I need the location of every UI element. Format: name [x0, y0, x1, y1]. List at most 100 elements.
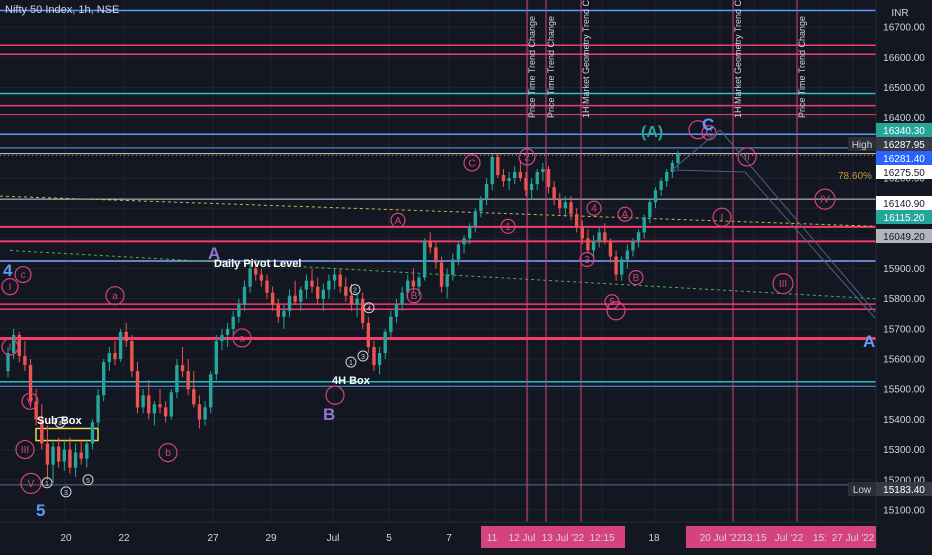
wave-label: I	[9, 282, 12, 293]
price-tag	[876, 151, 932, 165]
sub-wave-label: 1	[349, 360, 353, 367]
candle-body	[254, 268, 258, 275]
price-tick-label: 15800.00	[883, 294, 925, 305]
candle-body	[377, 353, 382, 366]
wave-4-label: 4	[3, 261, 13, 280]
candle-body	[17, 334, 21, 357]
price-tag-label-bg	[848, 482, 876, 496]
price-tag-value: 16287.95	[883, 140, 925, 151]
price-tick-label: 15900.00	[883, 264, 925, 275]
candle-body	[293, 295, 297, 302]
price-tick-label: 16500.00	[883, 83, 925, 94]
candle-body	[496, 156, 500, 176]
price-tag-value: 15183.40	[883, 485, 925, 496]
time-tick-label: 20 Jul '22	[700, 533, 743, 544]
candle-body	[648, 202, 652, 218]
time-tick-label: 12 Jul	[509, 533, 536, 544]
sub-wave-circle	[345, 356, 357, 368]
price-tag	[876, 210, 932, 224]
wave-label: A	[395, 216, 402, 227]
candle-body	[484, 184, 489, 200]
candle-body	[40, 419, 44, 444]
price-axis-background	[876, 0, 932, 550]
candle-body	[242, 286, 247, 305]
candle-body	[304, 280, 309, 290]
time-marker-label: Price Time Trend Change	[527, 16, 537, 118]
price-tag	[876, 196, 932, 210]
price-tag-value: 16281.40	[883, 154, 925, 165]
wave-circle	[14, 265, 32, 284]
candle-body	[231, 316, 235, 329]
candle-body	[603, 232, 607, 242]
wave-A-right-label: A	[863, 332, 875, 351]
candle-body	[580, 226, 584, 239]
currency-label: INR	[891, 8, 908, 19]
candle-body	[118, 331, 123, 360]
price-tick-label: 15300.00	[883, 445, 925, 456]
candle-body	[670, 162, 675, 172]
candle-body	[406, 280, 410, 293]
price-tag-value: 16340.30	[883, 126, 925, 137]
candle-body	[597, 232, 601, 242]
projection-line	[671, 129, 876, 313]
price-tag-value: 16115.20	[884, 213, 925, 224]
time-tick-label: 5	[386, 533, 392, 544]
wave-label: C	[705, 128, 712, 139]
price-tag	[876, 137, 932, 151]
candle-body	[270, 292, 275, 305]
fib-label: 78.60%	[838, 171, 872, 182]
time-tick-label: 22	[118, 533, 130, 544]
wave-circle	[712, 207, 732, 227]
candle-body	[327, 280, 331, 290]
candle-body	[96, 395, 100, 423]
price-tag-value: 16140.90	[883, 199, 925, 210]
candle-body	[321, 289, 325, 299]
sub-wave-label: 4	[367, 306, 371, 313]
wave-B-label: B	[323, 405, 335, 424]
candle-body	[51, 446, 55, 465]
price-tag-label: Low	[853, 485, 872, 496]
candle-body	[659, 181, 663, 191]
candle-body	[546, 168, 551, 188]
time-marker-label: Price Time Trend Change	[546, 16, 556, 118]
candle-body	[248, 268, 252, 287]
price-tick-label: 15400.00	[883, 415, 925, 426]
candle-body	[507, 178, 511, 182]
candle-body	[383, 331, 387, 354]
wave-C-label: C	[702, 115, 714, 134]
sub-wave-label: 4	[58, 420, 62, 427]
candle-body	[186, 371, 190, 390]
candle-body	[225, 328, 230, 335]
price-tick-label: 16600.00	[883, 53, 925, 64]
sub-wave-circle	[363, 302, 375, 314]
candle-body	[518, 171, 523, 179]
candle-body	[102, 362, 106, 396]
wave-label: B	[633, 273, 640, 284]
candle-body	[434, 247, 438, 263]
candle-body	[355, 298, 359, 305]
candle-body	[23, 356, 27, 366]
candle-body	[338, 274, 342, 287]
time-axis-highlight	[481, 526, 625, 548]
price-tick-label: 15700.00	[883, 324, 925, 335]
candle-body	[220, 334, 224, 341]
sub-wave-circle	[357, 350, 369, 362]
candle-body	[152, 404, 157, 414]
candle-body	[479, 199, 483, 212]
daily-pivot-label: Daily Pivot Level	[214, 258, 301, 270]
projection-line	[671, 169, 876, 319]
wave-label: III	[21, 445, 29, 456]
candle-body	[608, 241, 613, 257]
candle-body	[513, 171, 517, 179]
candle-body	[113, 353, 117, 360]
price-tag	[876, 229, 932, 243]
candle-body	[676, 153, 680, 163]
wave-A-label: A	[208, 244, 220, 263]
wave-circle	[606, 301, 626, 321]
candle-body	[451, 259, 455, 275]
candle-body	[169, 392, 173, 417]
candle-body	[653, 190, 658, 203]
price-tag-value: 16275.50	[883, 168, 925, 179]
